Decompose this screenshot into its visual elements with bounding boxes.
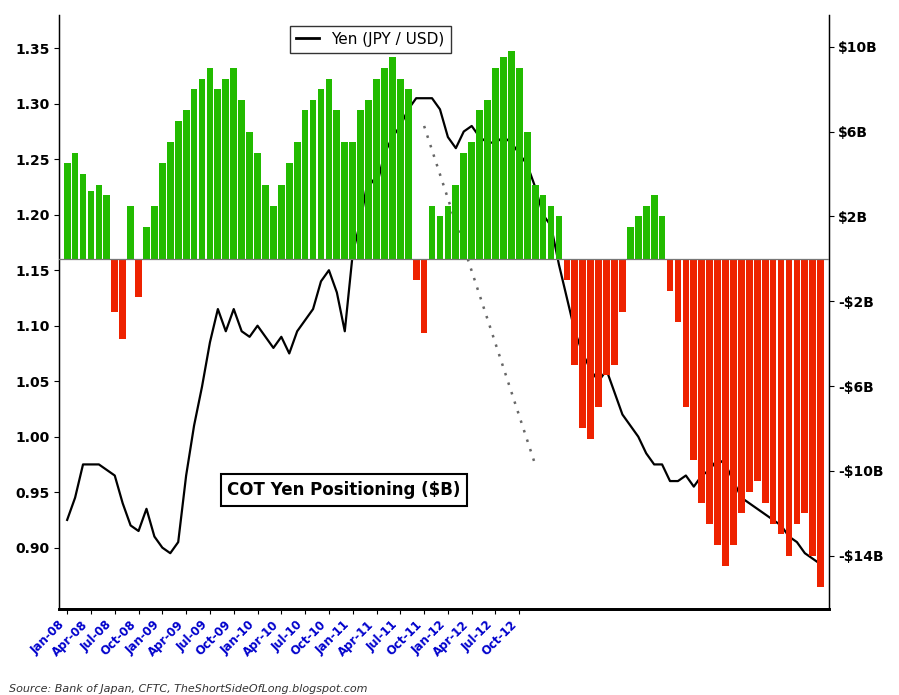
Bar: [516, 68, 522, 259]
Bar: [421, 259, 428, 333]
Bar: [342, 142, 348, 259]
Bar: [215, 89, 221, 259]
Bar: [809, 259, 816, 556]
Bar: [460, 153, 467, 259]
Bar: [238, 100, 245, 259]
Bar: [444, 206, 451, 259]
Bar: [690, 259, 698, 460]
Text: COT Yen Positioning ($B): COT Yen Positioning ($B): [227, 481, 460, 499]
Bar: [587, 259, 594, 439]
Legend: Yen (JPY / USD): Yen (JPY / USD): [290, 26, 450, 53]
Bar: [611, 259, 618, 365]
Bar: [95, 185, 102, 259]
Bar: [230, 68, 237, 259]
Bar: [389, 58, 396, 259]
Bar: [492, 68, 499, 259]
Bar: [357, 111, 364, 259]
Bar: [167, 142, 174, 259]
Bar: [468, 142, 475, 259]
Bar: [659, 216, 665, 259]
Bar: [334, 111, 340, 259]
Bar: [87, 191, 94, 259]
Bar: [627, 227, 634, 259]
Bar: [309, 100, 316, 259]
Bar: [524, 131, 530, 259]
Bar: [397, 79, 404, 259]
Bar: [674, 259, 681, 322]
Bar: [270, 206, 277, 259]
Bar: [405, 89, 412, 259]
Bar: [143, 227, 150, 259]
Bar: [103, 195, 111, 259]
Bar: [508, 51, 515, 259]
Bar: [579, 259, 586, 428]
Bar: [532, 185, 539, 259]
Bar: [547, 206, 555, 259]
Bar: [572, 259, 578, 365]
Bar: [222, 79, 229, 259]
Bar: [794, 259, 800, 524]
Bar: [754, 259, 761, 482]
Bar: [539, 195, 547, 259]
Bar: [182, 111, 190, 259]
Bar: [72, 153, 78, 259]
Bar: [128, 206, 134, 259]
Bar: [500, 58, 507, 259]
Bar: [452, 185, 459, 259]
Bar: [485, 100, 491, 259]
Bar: [722, 259, 729, 566]
Bar: [278, 185, 285, 259]
Bar: [714, 259, 721, 545]
Bar: [199, 79, 205, 259]
Bar: [437, 216, 443, 259]
Bar: [159, 163, 165, 259]
Bar: [738, 259, 744, 514]
Bar: [619, 259, 626, 312]
Bar: [817, 259, 824, 587]
Bar: [635, 216, 642, 259]
Bar: [64, 163, 70, 259]
Bar: [191, 89, 198, 259]
Bar: [286, 163, 293, 259]
Bar: [770, 259, 777, 524]
Bar: [174, 121, 182, 259]
Bar: [651, 195, 657, 259]
Bar: [373, 79, 380, 259]
Bar: [365, 100, 372, 259]
Bar: [381, 68, 387, 259]
Bar: [778, 259, 785, 534]
Bar: [699, 259, 705, 502]
Bar: [294, 142, 300, 259]
Bar: [746, 259, 752, 492]
Text: Source: Bank of Japan, CFTC, TheShortSideOfLong.blogspot.com: Source: Bank of Japan, CFTC, TheShortSid…: [9, 683, 368, 694]
Bar: [263, 185, 269, 259]
Bar: [643, 206, 650, 259]
Bar: [761, 259, 769, 502]
Bar: [603, 259, 610, 375]
Bar: [80, 174, 86, 259]
Bar: [429, 206, 435, 259]
Bar: [350, 142, 356, 259]
Bar: [682, 259, 690, 407]
Bar: [802, 259, 808, 514]
Bar: [595, 259, 602, 407]
Bar: [302, 111, 308, 259]
Bar: [786, 259, 792, 556]
Bar: [254, 153, 261, 259]
Bar: [246, 131, 253, 259]
Bar: [730, 259, 737, 545]
Bar: [413, 259, 420, 280]
Bar: [111, 259, 118, 312]
Bar: [317, 89, 325, 259]
Bar: [556, 216, 563, 259]
Bar: [135, 259, 142, 297]
Bar: [151, 206, 158, 259]
Bar: [564, 259, 570, 280]
Bar: [667, 259, 673, 291]
Bar: [707, 259, 713, 524]
Bar: [207, 68, 213, 259]
Bar: [325, 79, 333, 259]
Bar: [120, 259, 126, 339]
Bar: [476, 111, 483, 259]
